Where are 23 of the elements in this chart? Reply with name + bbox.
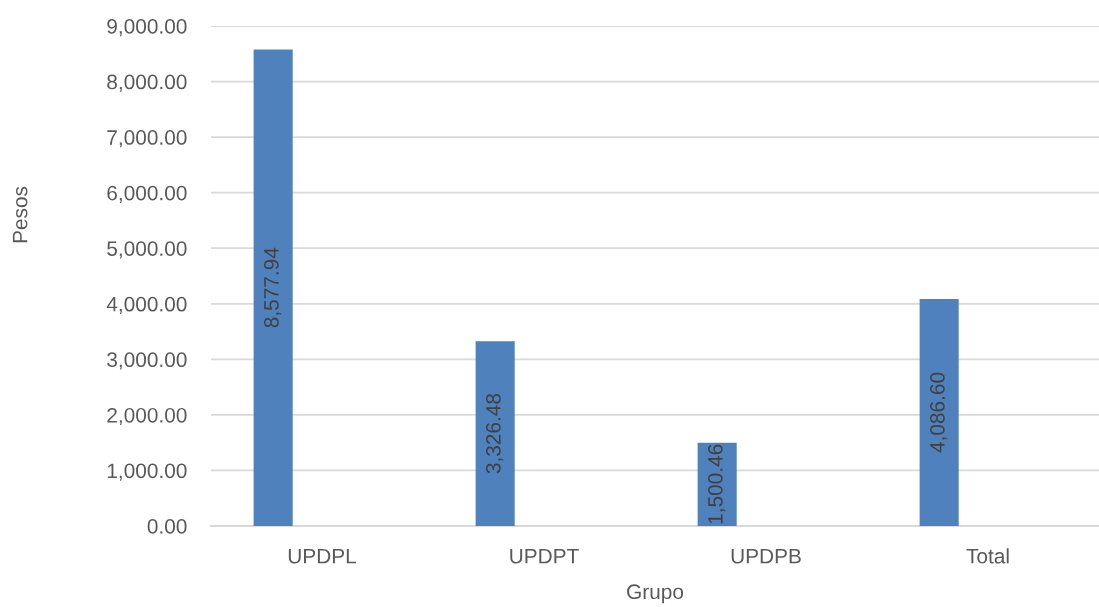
x-tick-label: Total	[966, 548, 1009, 564]
data-label: 1,500.46	[708, 444, 726, 524]
y-tick-label: 6,000.00	[107, 185, 187, 203]
bar	[253, 49, 293, 526]
x-tick-label: UPDPT	[510, 548, 579, 564]
y-tick-label: 3,000.00	[107, 352, 187, 370]
y-axis-title: Pesos	[12, 186, 28, 243]
y-tick-label: 7,000.00	[107, 130, 187, 148]
bar	[475, 341, 515, 526]
data-label: 8,577.94	[264, 247, 282, 328]
x-tick-label: UPDPL	[288, 548, 357, 564]
y-tick-label: 1,000.00	[107, 463, 187, 481]
y-tick-label: 2,000.00	[107, 407, 187, 426]
data-label: 3,326.48	[486, 393, 504, 474]
y-tick-label: 4,000.00	[106, 296, 187, 314]
y-tick-label: 0.00	[147, 519, 187, 534]
x-axis-title: Grupo	[627, 584, 684, 604]
y-tick-label: 9,000.00	[107, 19, 187, 37]
data-label: 4,086.60	[930, 372, 948, 453]
x-tick-label: UPDPB	[731, 548, 801, 564]
bar	[919, 298, 959, 526]
y-tick-label: 8,000.00	[107, 74, 187, 92]
y-tick-label: 5,000.00	[107, 241, 187, 259]
